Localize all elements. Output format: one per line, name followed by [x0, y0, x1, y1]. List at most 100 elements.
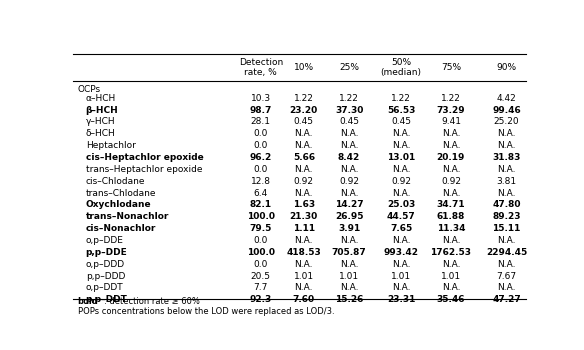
- Text: 705.87: 705.87: [332, 248, 367, 257]
- Text: 20.5: 20.5: [251, 272, 271, 281]
- Text: N.A.: N.A.: [442, 284, 460, 293]
- Text: o,p–DDD: o,p–DDD: [86, 260, 125, 269]
- Text: 0.92: 0.92: [391, 177, 411, 186]
- Text: 89.23: 89.23: [492, 212, 521, 221]
- Text: N.A.: N.A.: [392, 129, 411, 138]
- Text: 12.8: 12.8: [251, 177, 271, 186]
- Text: 0.92: 0.92: [339, 177, 359, 186]
- Text: o,p–DDT: o,p–DDT: [86, 284, 123, 293]
- Text: 9.41: 9.41: [441, 118, 461, 126]
- Text: 37.30: 37.30: [335, 106, 363, 114]
- Text: N.A.: N.A.: [340, 236, 359, 245]
- Text: 1.22: 1.22: [339, 94, 359, 103]
- Text: 7.7: 7.7: [253, 284, 268, 293]
- Text: 0.0: 0.0: [253, 165, 268, 174]
- Text: α–HCH: α–HCH: [86, 94, 116, 103]
- Text: 1.63: 1.63: [293, 201, 315, 209]
- Text: Heptachlor: Heptachlor: [86, 141, 135, 150]
- Text: 4.42: 4.42: [497, 94, 516, 103]
- Text: N.A.: N.A.: [340, 189, 359, 198]
- Text: N.A.: N.A.: [498, 236, 516, 245]
- Text: 0.92: 0.92: [294, 177, 314, 186]
- Text: 0.0: 0.0: [253, 260, 268, 269]
- Text: 56.53: 56.53: [387, 106, 415, 114]
- Text: 7.67: 7.67: [496, 272, 517, 281]
- Text: 1.11: 1.11: [293, 224, 315, 233]
- Text: N.A.: N.A.: [498, 129, 516, 138]
- Text: trans–Heptachlor epoxide: trans–Heptachlor epoxide: [86, 165, 202, 174]
- Text: 92.3: 92.3: [250, 295, 272, 304]
- Text: N.A.: N.A.: [294, 165, 313, 174]
- Text: 90%: 90%: [496, 63, 517, 72]
- Text: N.A.: N.A.: [294, 260, 313, 269]
- Text: 0.0: 0.0: [253, 141, 268, 150]
- Text: 0.45: 0.45: [391, 118, 411, 126]
- Text: 10.3: 10.3: [251, 94, 271, 103]
- Text: trans–Nonachlor: trans–Nonachlor: [86, 212, 169, 221]
- Text: 1.01: 1.01: [339, 272, 359, 281]
- Text: 7.65: 7.65: [390, 224, 412, 233]
- Text: 993.42: 993.42: [384, 248, 419, 257]
- Text: 28.1: 28.1: [251, 118, 271, 126]
- Text: 99.46: 99.46: [492, 106, 521, 114]
- Text: N.A.: N.A.: [294, 129, 313, 138]
- Text: 14.27: 14.27: [335, 201, 363, 209]
- Text: cis–Nonachlor: cis–Nonachlor: [86, 224, 156, 233]
- Text: 0.45: 0.45: [294, 118, 314, 126]
- Text: N.A.: N.A.: [442, 189, 460, 198]
- Text: 20.19: 20.19: [437, 153, 465, 162]
- Text: 0.45: 0.45: [339, 118, 359, 126]
- Text: 73.29: 73.29: [437, 106, 465, 114]
- Text: N.A.: N.A.: [392, 284, 411, 293]
- Text: OCPs: OCPs: [78, 85, 100, 94]
- Text: 50%
(median): 50% (median): [381, 58, 422, 77]
- Text: N.A.: N.A.: [294, 236, 313, 245]
- Text: 1.01: 1.01: [441, 272, 461, 281]
- Text: δ–HCH: δ–HCH: [86, 129, 116, 138]
- Text: 79.5: 79.5: [249, 224, 272, 233]
- Text: N.A.: N.A.: [498, 189, 516, 198]
- Text: N.A.: N.A.: [340, 129, 359, 138]
- Text: 1.01: 1.01: [391, 272, 411, 281]
- Text: 100.0: 100.0: [247, 248, 275, 257]
- Text: : detection rate ≥ 60%: : detection rate ≥ 60%: [104, 298, 200, 307]
- Text: N.A.: N.A.: [294, 189, 313, 198]
- Text: cis–Chlodane: cis–Chlodane: [86, 177, 145, 186]
- Text: 21.30: 21.30: [290, 212, 318, 221]
- Text: 3.81: 3.81: [496, 177, 517, 186]
- Text: 418.53: 418.53: [286, 248, 321, 257]
- Text: cis–Heptachlor epoxide: cis–Heptachlor epoxide: [86, 153, 203, 162]
- Text: 100.0: 100.0: [247, 212, 275, 221]
- Text: 8.42: 8.42: [338, 153, 360, 162]
- Text: 75%: 75%: [441, 63, 461, 72]
- Text: N.A.: N.A.: [442, 236, 460, 245]
- Text: 6.4: 6.4: [253, 189, 268, 198]
- Text: 0.92: 0.92: [441, 177, 461, 186]
- Text: 0.0: 0.0: [253, 236, 268, 245]
- Text: 98.7: 98.7: [249, 106, 272, 114]
- Text: N.A.: N.A.: [392, 236, 411, 245]
- Text: N.A.: N.A.: [498, 141, 516, 150]
- Text: p,p–DDD: p,p–DDD: [86, 272, 125, 281]
- Text: 47.27: 47.27: [492, 295, 521, 304]
- Text: 5.66: 5.66: [293, 153, 315, 162]
- Text: 10%: 10%: [294, 63, 314, 72]
- Text: N.A.: N.A.: [442, 165, 460, 174]
- Text: N.A.: N.A.: [392, 189, 411, 198]
- Text: N.A.: N.A.: [442, 141, 460, 150]
- Text: N.A.: N.A.: [294, 284, 313, 293]
- Text: bold: bold: [78, 298, 98, 307]
- Text: 47.80: 47.80: [492, 201, 521, 209]
- Text: p,p–DDT: p,p–DDT: [86, 295, 127, 304]
- Text: 26.95: 26.95: [335, 212, 363, 221]
- Text: 3.91: 3.91: [338, 224, 360, 233]
- Text: 15.26: 15.26: [335, 295, 363, 304]
- Text: N.A.: N.A.: [294, 141, 313, 150]
- Text: N.A.: N.A.: [498, 284, 516, 293]
- Text: N.A.: N.A.: [498, 260, 516, 269]
- Text: N.A.: N.A.: [392, 165, 411, 174]
- Text: 44.57: 44.57: [387, 212, 415, 221]
- Text: 35.46: 35.46: [437, 295, 465, 304]
- Text: 25%: 25%: [339, 63, 359, 72]
- Text: 23.31: 23.31: [387, 295, 415, 304]
